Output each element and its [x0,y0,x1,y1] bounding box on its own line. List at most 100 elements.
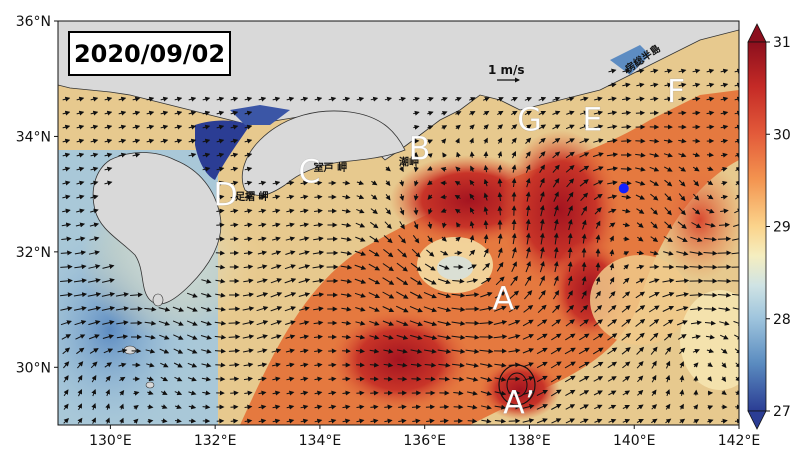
current-vector [706,68,715,74]
current-vector [385,207,392,215]
current-vector [116,334,129,340]
current-vector [244,180,253,186]
current-vector [690,236,703,242]
current-vector [566,178,575,188]
current-vector [706,376,712,382]
current-vector [427,221,433,230]
current-vector [161,418,168,424]
current-vector [437,335,452,340]
current-vector [244,194,253,200]
current-vector [581,261,587,272]
current-vector [651,374,657,383]
current-vector [441,222,447,229]
current-vector [735,376,739,382]
current-vector [635,291,646,299]
current-vector [525,151,531,159]
current-vector [609,276,615,285]
current-vector [649,250,659,256]
current-vector [299,236,310,242]
current-vector [579,179,589,187]
current-vector [734,96,739,102]
current-vector [230,180,239,186]
current-vector [480,404,492,410]
current-vector [356,404,365,410]
current-vector [215,278,226,284]
current-vector [622,208,631,214]
current-vector [410,277,423,285]
current-vector [451,292,466,298]
current-vector [690,320,702,326]
current-vector [636,361,644,369]
current-vector [88,334,100,340]
current-vector [147,418,154,424]
current-vector [328,404,337,410]
current-vector [216,222,225,228]
current-vector [636,264,645,270]
current-vector [606,152,619,158]
colorbar-tick-label: 31 [773,35,791,51]
current-vector [511,124,518,130]
current-vector [693,193,700,201]
current-vector [720,348,728,354]
current-vector [426,166,433,171]
current-vector [160,96,169,102]
current-vector [270,320,283,326]
current-vector [565,389,576,397]
current-vector [369,348,380,354]
current-vector [594,207,602,215]
current-vector [593,333,604,341]
current-vector [693,419,700,424]
current-vector [313,334,323,340]
current-vector [160,124,169,130]
current-vector [522,362,534,368]
current-vector [312,292,325,298]
current-vector [76,124,85,130]
current-vector [413,194,419,201]
current-vector [621,180,632,186]
current-vector [76,110,85,116]
current-vector [60,320,72,326]
current-vector [383,235,393,244]
current-vector [200,320,212,326]
current-vector [664,96,673,102]
current-vector [522,418,535,424]
current-vector [665,346,672,355]
current-vector [594,96,603,102]
current-vector [553,218,559,231]
current-vector [243,278,254,284]
current-vector [172,306,185,312]
current-vector [607,124,618,130]
current-vector [187,362,198,368]
current-vector [284,306,297,312]
current-vector [510,110,518,116]
current-vector [258,418,267,424]
current-vector [692,348,700,354]
current-vector [566,191,574,202]
current-vector [551,319,562,327]
current-vector [664,193,672,202]
current-vector [465,348,480,354]
current-vector [271,334,282,340]
current-vector [650,82,659,88]
current-vector [497,247,503,258]
current-vector [595,234,601,243]
current-vector [593,319,604,327]
current-vector [662,278,675,284]
current-vector [609,249,615,256]
current-vector [706,96,715,102]
current-vector [579,138,590,144]
current-vector [340,250,353,256]
current-vector [144,320,157,326]
current-vector [314,390,323,396]
current-vector [340,278,353,284]
current-vector [553,191,559,202]
current-vector [663,250,674,256]
current-vector [650,346,658,355]
current-vector [230,390,239,396]
current-vector [228,320,241,326]
current-vector [691,222,702,228]
current-vector [607,194,618,200]
current-vector [62,208,71,214]
current-vector [286,180,295,186]
current-vector [636,96,645,102]
